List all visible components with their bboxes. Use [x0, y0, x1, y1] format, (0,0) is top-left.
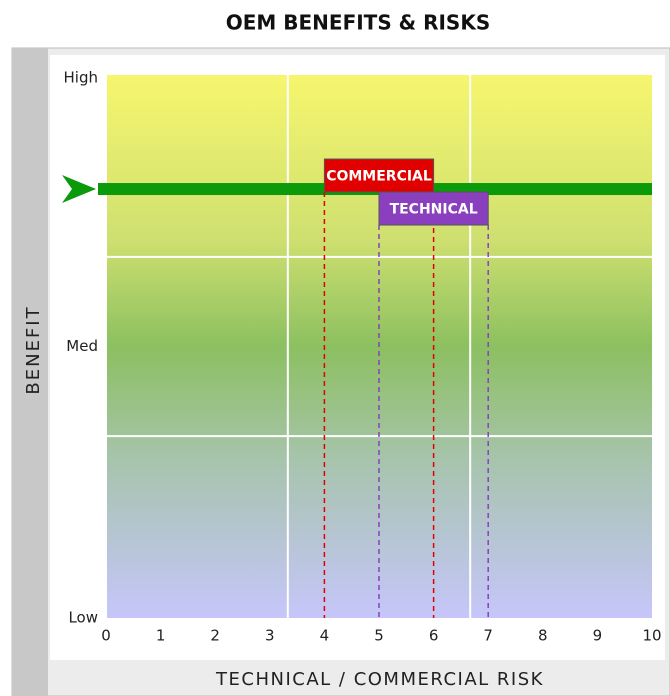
side-strip [12, 48, 48, 696]
x-tick-label: 9 [593, 627, 603, 645]
x-axis-label: TECHNICAL / COMMERCIAL RISK [215, 669, 544, 690]
x-tick-label: 4 [320, 627, 330, 645]
x-tick-label: 10 [642, 627, 661, 645]
y-tick-label: Low [68, 609, 98, 627]
range-bar [378, 191, 489, 226]
range-label: TECHNICAL [390, 202, 478, 218]
x-tick-label: 7 [483, 627, 493, 645]
x-tick-label: 6 [429, 627, 439, 645]
x-tick-label: 5 [374, 627, 384, 645]
range-bar [323, 158, 435, 193]
benefit-arrow [62, 175, 96, 204]
range-label: COMMERCIAL [326, 169, 432, 185]
y-tick-label: High [64, 69, 98, 87]
x-tick-label: 3 [265, 627, 275, 645]
x-tick-label: 8 [538, 627, 548, 645]
chart-title: OEM BENEFITS & RISKS [226, 11, 491, 35]
x-tick-label: 0 [101, 627, 111, 645]
x-tick-label: 1 [156, 627, 166, 645]
y-tick-label: Med [66, 337, 98, 355]
x-tick-label: 2 [210, 627, 220, 645]
y-axis-label: BENEFIT [23, 305, 44, 394]
